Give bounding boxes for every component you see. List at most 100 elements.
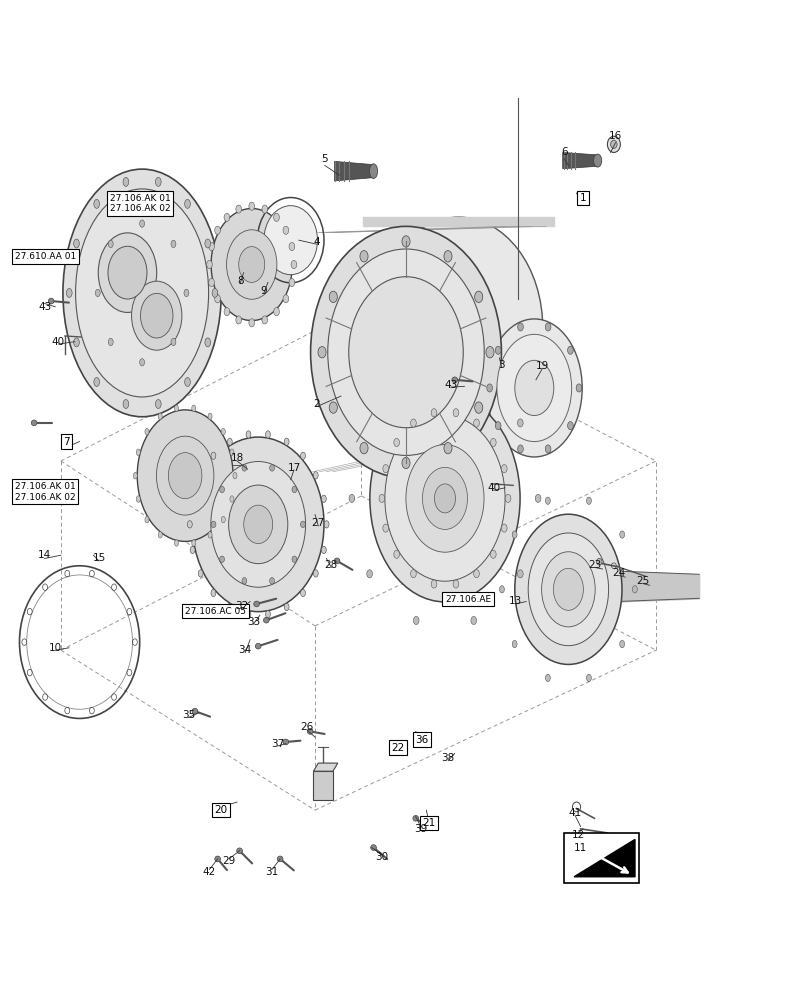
Ellipse shape xyxy=(158,413,162,420)
Ellipse shape xyxy=(136,449,140,455)
Ellipse shape xyxy=(212,288,217,297)
Text: 32: 32 xyxy=(235,601,248,611)
Ellipse shape xyxy=(605,840,611,848)
Ellipse shape xyxy=(474,402,483,413)
Ellipse shape xyxy=(292,556,297,562)
Ellipse shape xyxy=(379,494,384,502)
Ellipse shape xyxy=(567,346,573,354)
Ellipse shape xyxy=(157,436,213,515)
Ellipse shape xyxy=(94,378,100,386)
Text: 27.106.AK 01
27.106.AK 02: 27.106.AK 01 27.106.AK 02 xyxy=(109,194,170,213)
Ellipse shape xyxy=(545,497,550,504)
Ellipse shape xyxy=(444,251,452,262)
Ellipse shape xyxy=(74,338,79,347)
Text: 10: 10 xyxy=(49,643,62,653)
Ellipse shape xyxy=(204,239,210,248)
Ellipse shape xyxy=(470,372,476,380)
Ellipse shape xyxy=(246,431,251,438)
Ellipse shape xyxy=(586,497,590,504)
Ellipse shape xyxy=(359,251,367,262)
Ellipse shape xyxy=(289,278,294,287)
Ellipse shape xyxy=(221,428,225,435)
Ellipse shape xyxy=(74,239,79,248)
Ellipse shape xyxy=(208,278,214,287)
Ellipse shape xyxy=(187,521,192,528)
Ellipse shape xyxy=(474,291,483,303)
Ellipse shape xyxy=(219,486,224,493)
Ellipse shape xyxy=(48,298,54,304)
Ellipse shape xyxy=(290,260,296,269)
Ellipse shape xyxy=(243,505,272,544)
Text: 14: 14 xyxy=(38,550,51,560)
Ellipse shape xyxy=(233,472,237,479)
Ellipse shape xyxy=(544,445,550,453)
Text: 12: 12 xyxy=(571,830,584,840)
Ellipse shape xyxy=(367,419,372,427)
Ellipse shape xyxy=(211,208,292,321)
Ellipse shape xyxy=(434,484,455,513)
Ellipse shape xyxy=(321,495,326,502)
Text: 40: 40 xyxy=(52,337,65,347)
Ellipse shape xyxy=(235,316,241,324)
Ellipse shape xyxy=(208,242,214,251)
Ellipse shape xyxy=(370,395,519,602)
Ellipse shape xyxy=(253,601,259,607)
Ellipse shape xyxy=(238,247,264,282)
Ellipse shape xyxy=(246,611,251,618)
Text: 15: 15 xyxy=(92,553,105,563)
Ellipse shape xyxy=(413,616,418,625)
Ellipse shape xyxy=(139,220,144,227)
Ellipse shape xyxy=(370,845,375,850)
Text: 40: 40 xyxy=(487,483,500,493)
Text: 36: 36 xyxy=(415,735,428,745)
Ellipse shape xyxy=(283,295,289,303)
Ellipse shape xyxy=(214,856,221,862)
Ellipse shape xyxy=(501,465,507,473)
Ellipse shape xyxy=(283,226,289,234)
Ellipse shape xyxy=(517,323,523,331)
Ellipse shape xyxy=(184,378,190,386)
Ellipse shape xyxy=(310,226,500,478)
Text: 25: 25 xyxy=(636,576,649,586)
Text: 33: 33 xyxy=(247,617,260,627)
Ellipse shape xyxy=(401,236,410,247)
Text: 5: 5 xyxy=(321,154,328,164)
Ellipse shape xyxy=(313,570,318,577)
Ellipse shape xyxy=(300,521,305,528)
Text: 29: 29 xyxy=(222,856,235,866)
Ellipse shape xyxy=(168,453,202,499)
Ellipse shape xyxy=(184,289,189,297)
Text: 23: 23 xyxy=(587,560,600,570)
Text: 4: 4 xyxy=(313,237,320,247)
Text: 13: 13 xyxy=(508,596,521,606)
Ellipse shape xyxy=(235,205,241,213)
Ellipse shape xyxy=(155,177,161,186)
Ellipse shape xyxy=(248,319,254,327)
Ellipse shape xyxy=(553,568,582,610)
Text: 8: 8 xyxy=(237,276,243,286)
Text: 26: 26 xyxy=(300,722,313,732)
Ellipse shape xyxy=(192,437,324,612)
Ellipse shape xyxy=(431,409,436,417)
Ellipse shape xyxy=(473,570,478,578)
Ellipse shape xyxy=(208,532,212,538)
Ellipse shape xyxy=(410,419,416,427)
Text: 39: 39 xyxy=(414,824,427,834)
Ellipse shape xyxy=(490,550,496,558)
Ellipse shape xyxy=(95,289,100,297)
Ellipse shape xyxy=(155,400,161,408)
Ellipse shape xyxy=(444,442,452,454)
Ellipse shape xyxy=(214,295,220,303)
Ellipse shape xyxy=(190,546,195,554)
Ellipse shape xyxy=(619,531,624,538)
Ellipse shape xyxy=(486,319,581,457)
Text: 28: 28 xyxy=(324,560,337,570)
Ellipse shape xyxy=(242,465,247,471)
Ellipse shape xyxy=(214,226,220,234)
Ellipse shape xyxy=(136,496,140,502)
Ellipse shape xyxy=(108,338,113,346)
Ellipse shape xyxy=(230,449,234,455)
Ellipse shape xyxy=(541,552,594,627)
Ellipse shape xyxy=(348,277,462,428)
Ellipse shape xyxy=(514,514,621,664)
